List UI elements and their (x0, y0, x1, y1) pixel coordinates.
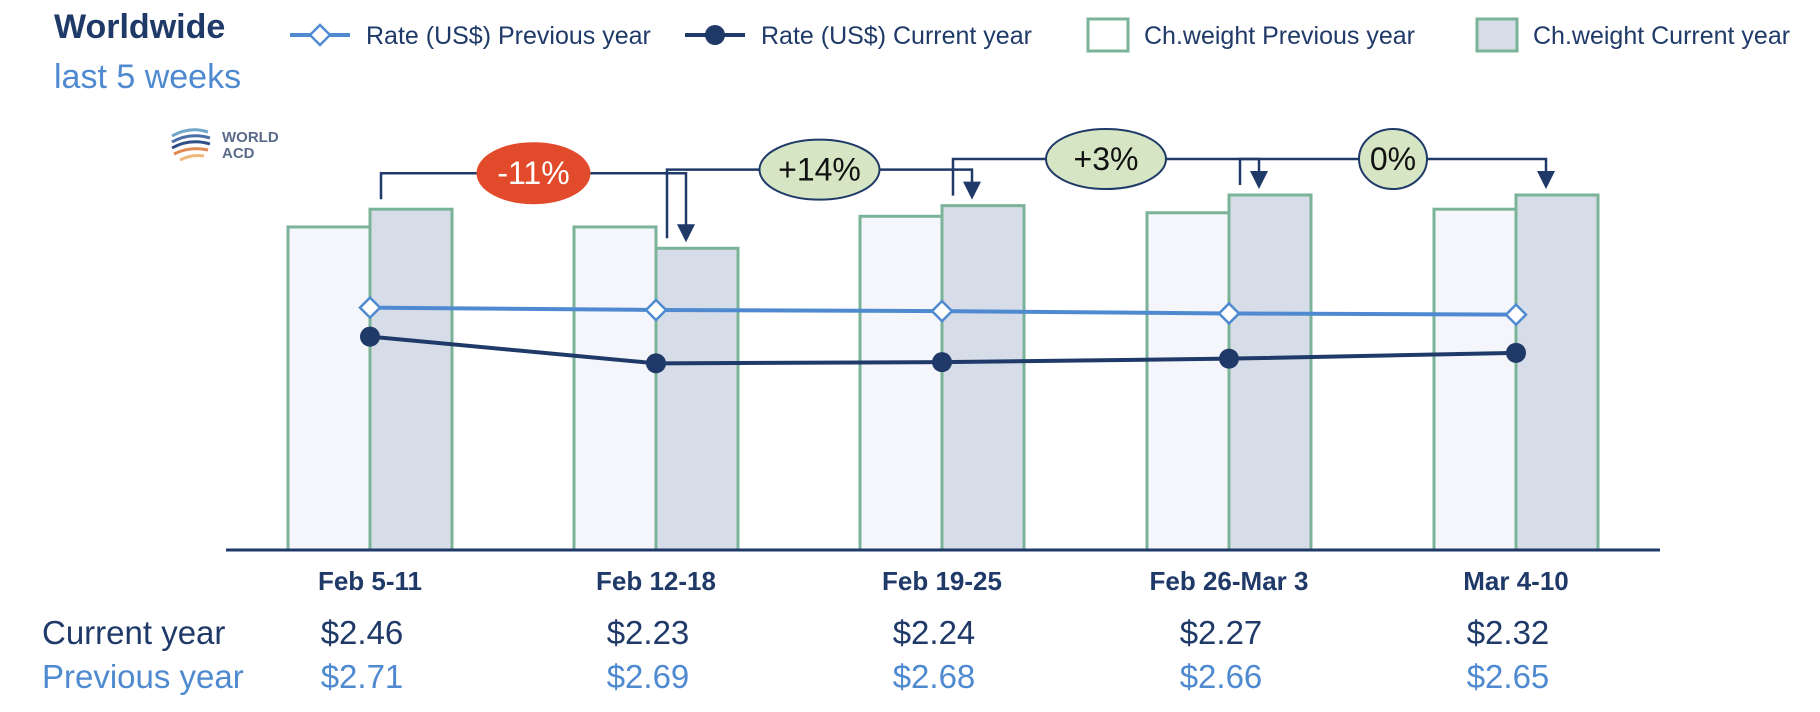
point-rate-current-year-4 (1219, 348, 1239, 369)
point-rate-prev-year-2 (644, 298, 668, 322)
x-tick-label-3: Feb 19-25 (882, 566, 1002, 596)
point-rate-prev-year-5 (1504, 302, 1528, 327)
x-tick-label-4: Feb 26-Mar 3 (1150, 566, 1309, 596)
current-year-value-5: $2.32 (1466, 614, 1550, 651)
bar-prev-year-3 (858, 214, 944, 552)
legend-label-2: Rate (US$) Current year (761, 22, 1032, 50)
change-badge-4 (1358, 128, 1428, 190)
bar-current-year-5 (1514, 193, 1600, 552)
bar-current-year-2 (654, 246, 740, 552)
legend-label-1: Rate (US$) Previous year (366, 22, 651, 50)
legend-swatch-weight-prev (1086, 17, 1130, 53)
change-arrowhead-2 (963, 181, 981, 200)
point-rate-prev-year-1 (358, 295, 382, 320)
logo-text-world: WORLD (222, 129, 279, 146)
previous-year-value-3: $2.68 (892, 658, 976, 695)
point-rate-prev-year-3 (930, 299, 954, 323)
chart-title: Worldwide (54, 8, 226, 46)
current-year-value-1: $2.46 (320, 614, 404, 651)
current-year-value-3: $2.24 (892, 614, 976, 651)
change-arrowhead-1 (677, 224, 695, 243)
change-badge-label-2: +14% (778, 152, 861, 188)
previous-year-value-4: $2.66 (1179, 658, 1263, 695)
legend-swatch-rate-prev-marker (308, 23, 332, 47)
change-badge-2 (758, 138, 881, 201)
bar-current-year-1 (368, 207, 454, 552)
change-badge-label-3: +3% (1074, 141, 1139, 177)
change-badge-3 (1045, 128, 1167, 190)
bar-current-year-3 (940, 204, 1026, 552)
previous-year-value-2: $2.69 (606, 658, 690, 695)
change-arrowhead-3 (1250, 171, 1268, 189)
world-acd-logo: WORLD ACD (170, 126, 300, 170)
bar-current-year-4 (1227, 193, 1313, 552)
point-rate-prev-year-4 (1217, 301, 1241, 326)
change-badge-1 (476, 142, 591, 205)
change-badge-label-1: -11% (497, 155, 569, 191)
current-year-value-2: $2.23 (606, 614, 690, 651)
legend-swatch-weight-current (1475, 17, 1519, 53)
legend-label-3: Ch.weight Previous year (1144, 22, 1415, 50)
previous-year-value-1: $2.71 (320, 658, 404, 695)
point-rate-current-year-1 (360, 326, 380, 347)
bar-prev-year-4 (1145, 211, 1231, 552)
bar-prev-year-2 (572, 225, 658, 552)
previous-year-value-5: $2.65 (1466, 658, 1550, 695)
current-year-value-4: $2.27 (1179, 614, 1263, 651)
previous-year-row-label: Previous year (42, 658, 244, 695)
legend-label-4: Ch.weight Current year (1533, 22, 1790, 50)
point-rate-current-year-5 (1506, 342, 1526, 363)
bar-prev-year-1 (286, 225, 372, 552)
logo-text-acd: ACD (222, 145, 255, 162)
bar-prev-year-5 (1432, 207, 1518, 552)
current-year-row-label: Current year (42, 614, 226, 651)
point-rate-current-year-3 (932, 352, 952, 373)
legend-swatch-rate-current-marker (705, 25, 725, 45)
change-badge-label-4: 0% (1370, 141, 1416, 177)
point-rate-current-year-2 (646, 353, 666, 374)
globe-icon (171, 128, 211, 162)
x-tick-label-5: Mar 4-10 (1463, 566, 1569, 596)
x-tick-label-2: Feb 12-18 (596, 566, 716, 596)
chart-subtitle: last 5 weeks (54, 58, 242, 96)
change-arrowhead-4 (1537, 171, 1555, 189)
x-tick-label-1: Feb 5-11 (318, 566, 422, 596)
